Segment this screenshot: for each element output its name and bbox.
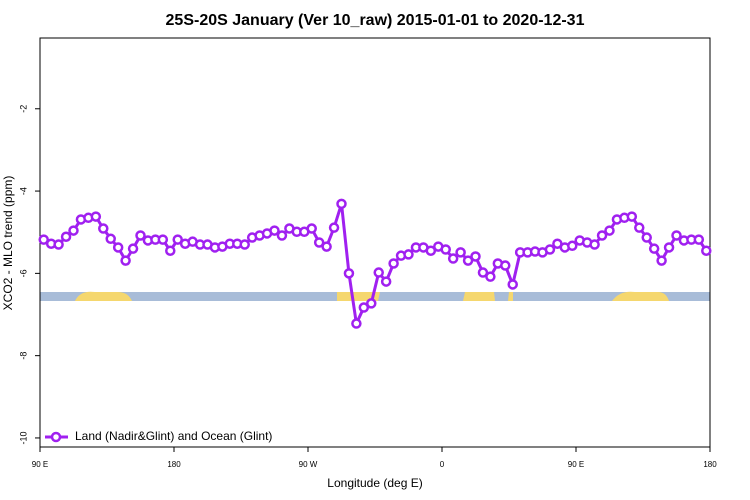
data-point: [336, 198, 347, 210]
x-axis-title: Longitude (deg E): [327, 476, 422, 490]
data-point: [90, 211, 102, 222]
data-point: [567, 240, 578, 252]
data-point: [120, 255, 131, 266]
data-point: [656, 255, 667, 266]
land-band: [508, 292, 513, 301]
data-point: [351, 318, 362, 329]
y-axis-title: XCO2 - MLO trend (ppm): [1, 176, 15, 311]
data-point: [604, 225, 615, 236]
x-tick-label: 90 E: [32, 460, 48, 469]
data-point: [373, 267, 384, 278]
data-point: [306, 223, 317, 234]
data-point: [626, 211, 638, 222]
legend: Land (Nadir&Glint) and Ocean (Glint): [45, 429, 272, 443]
data-point: [98, 223, 109, 234]
data-point: [53, 239, 64, 250]
x-tick-label: 90 E: [568, 460, 584, 469]
data-point: [38, 234, 49, 245]
data-point: [403, 249, 414, 260]
plot-frame: [39, 37, 711, 448]
x-tick-label: 90 W: [299, 460, 318, 469]
data-point: [239, 239, 250, 250]
data-point: [269, 225, 280, 236]
data-point: [135, 230, 146, 241]
data-point: [663, 242, 675, 253]
land-ocean-mask: [40, 291, 710, 301]
data-point: [388, 258, 399, 269]
legend-marker: [50, 431, 62, 443]
legend-label: Land (Nadir&Glint) and Ocean (Glint): [75, 429, 272, 443]
data-point: [596, 230, 608, 241]
data-point: [112, 242, 124, 253]
data-point: [68, 225, 79, 236]
data-point: [380, 276, 392, 287]
data-point: [693, 234, 705, 245]
data-point: [485, 271, 496, 282]
data-point: [358, 302, 370, 313]
data-point: [276, 230, 288, 241]
data-point: [328, 222, 340, 233]
data-point: [671, 230, 682, 241]
y-tick-label: -2: [18, 105, 28, 113]
data-point: [500, 260, 511, 271]
data-point: [701, 245, 712, 256]
data-point: [648, 243, 660, 254]
data-point: [165, 245, 176, 256]
data-point: [366, 298, 377, 309]
data-point: [455, 247, 466, 258]
data-point: [313, 237, 325, 248]
data-point: [544, 244, 556, 255]
data-point: [127, 243, 139, 254]
y-tick-label: -4: [18, 187, 28, 195]
data-point: [470, 251, 481, 262]
land-band: [75, 291, 132, 301]
data-point: [589, 239, 600, 250]
data-point: [60, 231, 72, 242]
y-tick-label: -8: [18, 352, 28, 360]
data-point: [425, 245, 437, 256]
y-tick-label: -6: [18, 269, 28, 277]
land-band: [612, 291, 669, 301]
chart-title: 25S-20S January (Ver 10_raw) 2015-01-01 …: [166, 12, 585, 29]
data-point: [634, 222, 645, 233]
y-tick-label: -10: [18, 431, 28, 444]
data-point: [447, 253, 459, 264]
data-point: [343, 268, 355, 279]
x-tick-label: 180: [167, 460, 181, 469]
data-point: [321, 241, 332, 252]
x-tick-label: 0: [440, 460, 445, 469]
data-point: [507, 279, 518, 290]
x-tick-label: 180: [703, 460, 717, 469]
data-point: [440, 244, 451, 255]
land-band: [463, 292, 495, 301]
data-point: [462, 255, 474, 266]
data-point: [172, 234, 183, 245]
data-point: [641, 232, 652, 243]
data-point: [477, 267, 489, 278]
data-point: [157, 234, 169, 245]
data-point: [105, 233, 116, 245]
